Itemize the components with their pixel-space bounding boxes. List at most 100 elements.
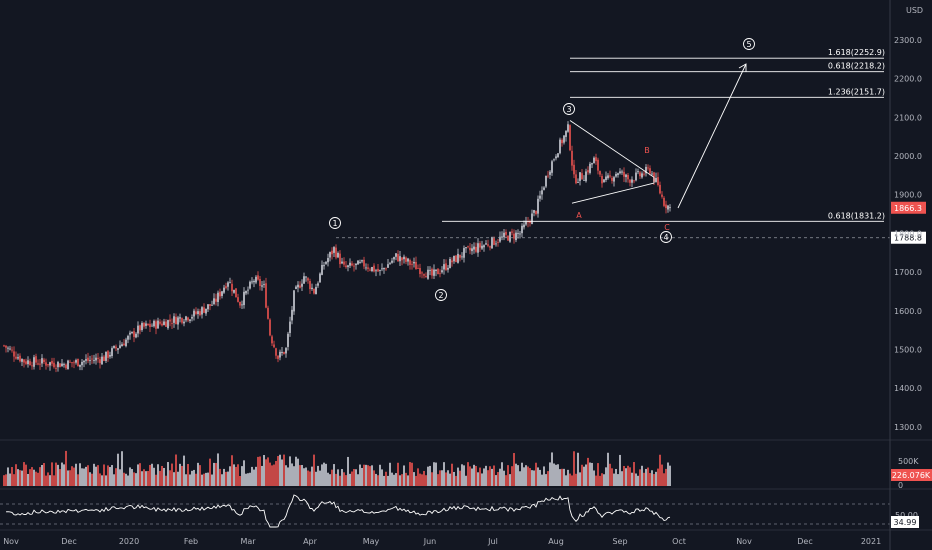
- candle-body: [317, 283, 319, 286]
- candle-body: [439, 273, 441, 275]
- volume-bar: [545, 474, 547, 486]
- volume-bar: [427, 466, 429, 486]
- candle-body: [599, 171, 601, 175]
- candle-body: [131, 331, 133, 334]
- candle-body: [249, 281, 251, 289]
- volume-bar: [549, 462, 551, 486]
- candle-body: [241, 304, 243, 306]
- projection-arrow-head: [738, 63, 747, 72]
- candle-body: [239, 301, 241, 306]
- volume-bar: [665, 468, 667, 486]
- candle-body: [401, 257, 403, 261]
- candle-body: [69, 361, 71, 363]
- volume-bar: [95, 466, 97, 486]
- candle-body: [219, 291, 221, 297]
- volume-bar: [277, 456, 279, 486]
- volume-bar: [171, 463, 173, 486]
- volume-bar: [497, 472, 499, 486]
- volume-bar: [519, 471, 521, 486]
- volume-bar: [263, 455, 265, 486]
- volume-bar: [363, 464, 365, 486]
- volume-bar: [597, 463, 599, 486]
- candle-body: [485, 243, 487, 245]
- candle-body: [541, 190, 543, 195]
- volume-bar: [451, 463, 453, 486]
- volume-bar: [239, 475, 241, 486]
- candle-body: [437, 268, 439, 275]
- y-tick-label: 1600.0: [894, 307, 922, 316]
- candle-body: [549, 171, 551, 175]
- volume-bar: [611, 468, 613, 486]
- volume-bar: [583, 466, 585, 486]
- volume-bar: [287, 467, 289, 486]
- candle-body: [355, 263, 357, 266]
- candle-body: [285, 348, 287, 354]
- candle-body: [523, 224, 525, 228]
- candle-body: [177, 317, 179, 325]
- candle-body: [381, 268, 383, 270]
- candle-body: [513, 233, 515, 239]
- candle-body: [465, 247, 467, 249]
- volume-bar: [407, 475, 409, 486]
- candle-body: [211, 304, 213, 306]
- volume-bar: [187, 464, 189, 486]
- volume-bar: [113, 474, 115, 486]
- candle-body: [209, 304, 211, 306]
- candle-body: [449, 258, 451, 269]
- volume-bar: [621, 471, 623, 486]
- volume-bar: [649, 473, 651, 486]
- candle-body: [473, 246, 475, 250]
- volume-bar: [509, 474, 511, 486]
- volume-bar: [155, 474, 157, 486]
- volume-bar: [31, 467, 33, 486]
- volume-bar: [99, 473, 101, 486]
- candle-body: [345, 265, 347, 268]
- candle-body: [519, 233, 521, 235]
- x-tick-label: Feb: [184, 537, 198, 546]
- candle-body: [537, 198, 539, 214]
- volume-bar: [55, 462, 57, 486]
- volume-bar: [267, 457, 269, 486]
- candle-body: [311, 287, 313, 290]
- volume-bar: [203, 473, 205, 486]
- volume-bar: [409, 462, 411, 486]
- volume-bar: [655, 471, 657, 486]
- y-tick-label: 1500.0: [894, 345, 922, 354]
- candle-body: [539, 195, 541, 199]
- candle-body: [559, 139, 561, 154]
- volume-bar: [369, 466, 371, 486]
- candle-body: [507, 235, 509, 241]
- volume-tick-label: 500K: [898, 457, 919, 466]
- volume-bar: [435, 462, 437, 486]
- candle-body: [363, 259, 365, 267]
- volume-bar: [307, 470, 309, 486]
- candle-body: [357, 260, 359, 265]
- candle-body: [39, 363, 41, 365]
- candle-body: [309, 281, 311, 290]
- volume-bar: [313, 454, 315, 486]
- candle-body: [99, 359, 101, 364]
- candle-body: [403, 256, 405, 260]
- candle-body: [267, 307, 269, 319]
- candle-body: [191, 317, 193, 319]
- candle-body: [13, 351, 15, 357]
- volume-bar: [375, 473, 377, 486]
- candle-body: [233, 289, 235, 293]
- candle-body: [193, 310, 195, 317]
- volume-bar: [33, 469, 35, 486]
- volume-bar: [285, 465, 287, 486]
- candle-body: [163, 321, 165, 325]
- volume-bar: [637, 475, 639, 486]
- candle-body: [631, 179, 633, 183]
- candle-body: [259, 278, 261, 287]
- volume-bar: [587, 457, 589, 486]
- volume-bar: [253, 469, 255, 486]
- volume-bar: [371, 465, 373, 486]
- volume-bar: [517, 465, 519, 486]
- volume-bar: [163, 467, 165, 486]
- candle-body: [279, 351, 281, 358]
- fib-level-label: 1.236(2151.7): [828, 87, 885, 96]
- candle-body: [301, 283, 303, 287]
- candle-body: [431, 268, 433, 276]
